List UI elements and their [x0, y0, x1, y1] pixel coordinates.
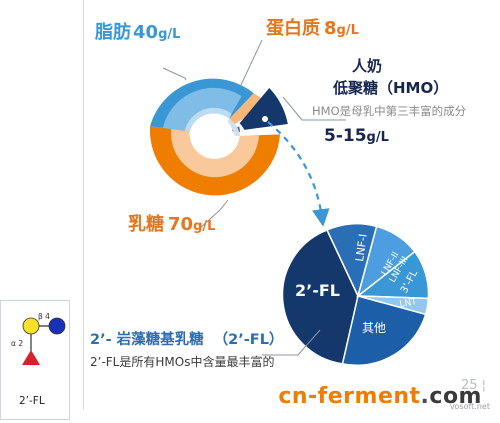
lactose-unit: g/L	[193, 219, 215, 234]
watermark-small: vosoft.net	[449, 402, 490, 411]
left-divider	[83, 0, 84, 410]
pie-label-lnfi: LNF-I	[353, 233, 370, 262]
hmo-breakdown-pie: 2’-FL LNF-I LNF-II LNF-III 3’-FL LNT 其他	[281, 222, 430, 367]
fl-leader-line	[262, 329, 321, 356]
molecule-panel: α 2 β 4 2’-FL	[0, 300, 70, 420]
fl-title-name: 2’- 岩藻糖基乳糖	[90, 330, 204, 348]
molecule-diagram: α 2 β 4 2’-FL	[11, 312, 66, 407]
molecule-label: 2’-FL	[19, 395, 45, 407]
lactose-value: 70	[168, 214, 193, 235]
lactose-leader-line	[199, 199, 229, 229]
hmo-title-line1: 人奶	[352, 57, 382, 75]
protein-segment	[229, 93, 268, 125]
pie-other-segment	[341, 295, 427, 367]
watermark-logo: cn-ferment.com	[278, 384, 482, 409]
fl-title: 2’- 岩藻糖基乳糖 （2’-FL）	[90, 330, 283, 348]
protein-leader-line	[240, 39, 263, 86]
fucose-triangle	[22, 350, 40, 365]
lactose-label: 乳糖 70g/L	[128, 213, 215, 235]
protein-unit: g/L	[337, 23, 359, 38]
galactose-circle	[22, 317, 40, 335]
pie-label-other: 其他	[362, 321, 386, 335]
fat-name: 脂肪	[95, 21, 131, 43]
corner-number: 25 ¦	[460, 378, 486, 393]
fl-description: 2’-FL是所有HMOs中含量最丰富的	[90, 354, 274, 369]
glucose-circle	[48, 317, 66, 335]
hmo-marker-dot	[262, 116, 268, 122]
fat-unit: g/L	[158, 27, 180, 42]
fl-title-abbr: （2’-FL）	[214, 330, 284, 348]
watermark-dot: .	[420, 384, 430, 409]
hmo-unit: g/L	[367, 130, 389, 145]
composition-donut	[149, 78, 288, 196]
donut-hole	[196, 116, 233, 153]
lactose-inner-segment	[170, 129, 259, 178]
protein-label: 蛋白质 8g/L	[266, 17, 359, 39]
dashed-arrow	[267, 121, 330, 227]
hmo-range: 5-15	[324, 126, 367, 146]
hmo-leader-line	[282, 96, 346, 121]
fat-label: 脂肪 40g/L	[95, 21, 180, 43]
pie-label-2fl: 2’-FL	[295, 281, 340, 300]
alpha-label: α 2	[11, 339, 23, 348]
fat-value: 40	[133, 22, 158, 43]
protein-name: 蛋白质	[266, 17, 320, 39]
hmo-range-label: 5-15g/L	[324, 126, 389, 146]
hmo-title-line2: 低聚糖（HMO）	[332, 79, 448, 97]
fat-inner-segment	[184, 107, 232, 132]
pie-2fl-segment	[281, 229, 359, 365]
fat-middle-segment	[162, 87, 242, 131]
fat-leader-line	[162, 67, 187, 81]
inner-gap-segment	[226, 118, 240, 136]
lactose-name: 乳糖	[128, 213, 164, 235]
pie-label-lnt: LNT	[399, 297, 418, 310]
hmo-description: HMO是母乳中第三丰富的成分	[312, 104, 467, 118]
watermark-text: cn-ferment	[278, 384, 421, 409]
hmo-segment	[239, 88, 288, 130]
beta-label: β 4	[38, 312, 50, 321]
protein-value: 8	[324, 18, 337, 39]
watermark-tld: com	[429, 384, 482, 409]
